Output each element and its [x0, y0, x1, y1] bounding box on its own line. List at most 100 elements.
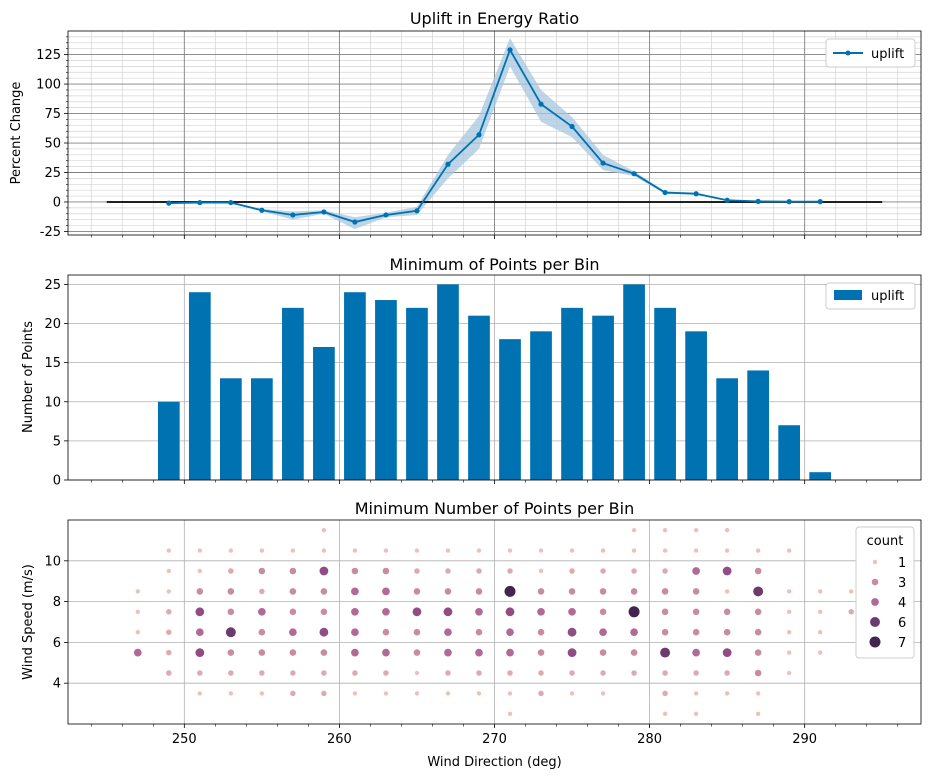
count-scatter-y-tick-label: 10 — [44, 554, 61, 569]
points-bar-title: Minimum of Points per Bin — [389, 255, 599, 274]
count-point — [321, 528, 327, 533]
uplift-point — [290, 212, 296, 218]
uplift-point — [321, 209, 327, 215]
count-point — [723, 608, 731, 616]
count-legend-marker — [872, 559, 878, 565]
points-bar — [530, 331, 552, 480]
count-point — [631, 548, 637, 553]
points-bar — [282, 307, 304, 480]
count-point — [383, 670, 389, 676]
count-point — [817, 589, 823, 594]
points-bar — [716, 378, 738, 480]
count-point — [537, 588, 545, 595]
count-point — [661, 588, 669, 595]
count-point — [445, 568, 451, 574]
count-point — [445, 548, 451, 553]
count-point — [476, 568, 482, 574]
count-point — [321, 670, 327, 676]
count-point — [414, 691, 420, 696]
count-scatter-y-tick-label: 8 — [53, 595, 61, 610]
count-legend-marker — [871, 598, 879, 606]
count-point — [259, 548, 265, 553]
points-bar-y-tick-label: 20 — [44, 317, 61, 332]
count-legend-marker — [869, 636, 881, 648]
count-point — [568, 607, 576, 616]
uplift-y-tick-label: 0 — [53, 195, 61, 210]
uplift-point — [352, 219, 358, 225]
points-bar-legend[interactable]: uplift — [825, 282, 916, 310]
uplift-legend[interactable]: uplift — [825, 38, 916, 68]
count-point — [383, 691, 389, 696]
points-bar-marks — [157, 284, 832, 480]
points-bar — [188, 292, 211, 480]
count-point — [662, 670, 668, 676]
count-point — [630, 628, 638, 637]
points-bar — [344, 292, 366, 480]
points-bar-y-tick-label: 5 — [53, 434, 61, 449]
points-bar — [592, 315, 614, 480]
count-point — [754, 567, 762, 575]
uplift-point — [569, 123, 575, 130]
points-bar — [623, 284, 645, 480]
count-point — [320, 608, 328, 616]
count-scatter-x-tick-label: 270 — [482, 732, 507, 747]
uplift-point — [197, 199, 203, 206]
count-scatter-x-tick-label: 250 — [172, 732, 197, 747]
uplift-point — [724, 197, 730, 203]
count-point — [166, 568, 172, 574]
count-point — [228, 548, 234, 553]
count-point — [569, 691, 575, 696]
count-point — [382, 628, 390, 636]
count-point — [722, 648, 732, 657]
count-point — [319, 566, 329, 576]
points-bar — [219, 378, 242, 480]
count-point — [444, 628, 452, 637]
points-bar-legend-label: uplift — [871, 289, 904, 304]
points-bar-y-tick-label: 10 — [44, 395, 61, 410]
uplift-point — [817, 199, 823, 205]
count-point — [631, 528, 637, 533]
count-point — [258, 567, 266, 575]
count-point — [475, 607, 483, 616]
count-point — [693, 711, 699, 716]
count-point — [722, 566, 732, 576]
count-point — [507, 568, 513, 574]
uplift-y-tick-label: -25 — [40, 225, 61, 240]
uplift-legend-box — [825, 38, 916, 68]
uplift-point — [755, 198, 761, 204]
uplift-point — [445, 161, 451, 167]
count-point — [507, 548, 513, 553]
count-legend[interactable]: count 1 3 4 6 7 — [855, 526, 915, 659]
count-point — [630, 649, 638, 656]
count-point — [228, 670, 234, 676]
count-point — [197, 691, 203, 696]
count-point — [413, 649, 421, 656]
count-point — [197, 568, 203, 574]
count-point — [352, 548, 358, 553]
points-bar-y-tick-label: 25 — [44, 278, 61, 293]
count-point — [166, 548, 172, 553]
count-scatter-marks — [133, 528, 854, 716]
points-bar-y-tick-label: 15 — [44, 356, 61, 371]
count-point — [352, 691, 358, 696]
count-legend-label: 7 — [898, 636, 906, 651]
count-point — [724, 589, 730, 594]
count-scatter-panel: 4 6 8 10 250 260 270 280 290 Minimum Number of P… — [21, 499, 922, 770]
count-point — [786, 630, 792, 635]
count-point — [414, 670, 420, 676]
count-point — [133, 648, 142, 657]
count-point — [413, 628, 421, 636]
count-point — [753, 586, 764, 597]
count-point — [569, 548, 575, 553]
count-point — [786, 589, 792, 594]
count-point — [382, 567, 390, 575]
points-bar-ylabel: Number of Points — [21, 321, 36, 433]
count-point — [444, 588, 452, 595]
count-point — [228, 691, 234, 696]
uplift-point — [383, 212, 389, 218]
points-bar — [251, 378, 273, 480]
count-point — [506, 628, 514, 637]
points-bar — [654, 307, 676, 480]
count-legend-marker — [871, 578, 879, 586]
count-point — [628, 606, 640, 618]
